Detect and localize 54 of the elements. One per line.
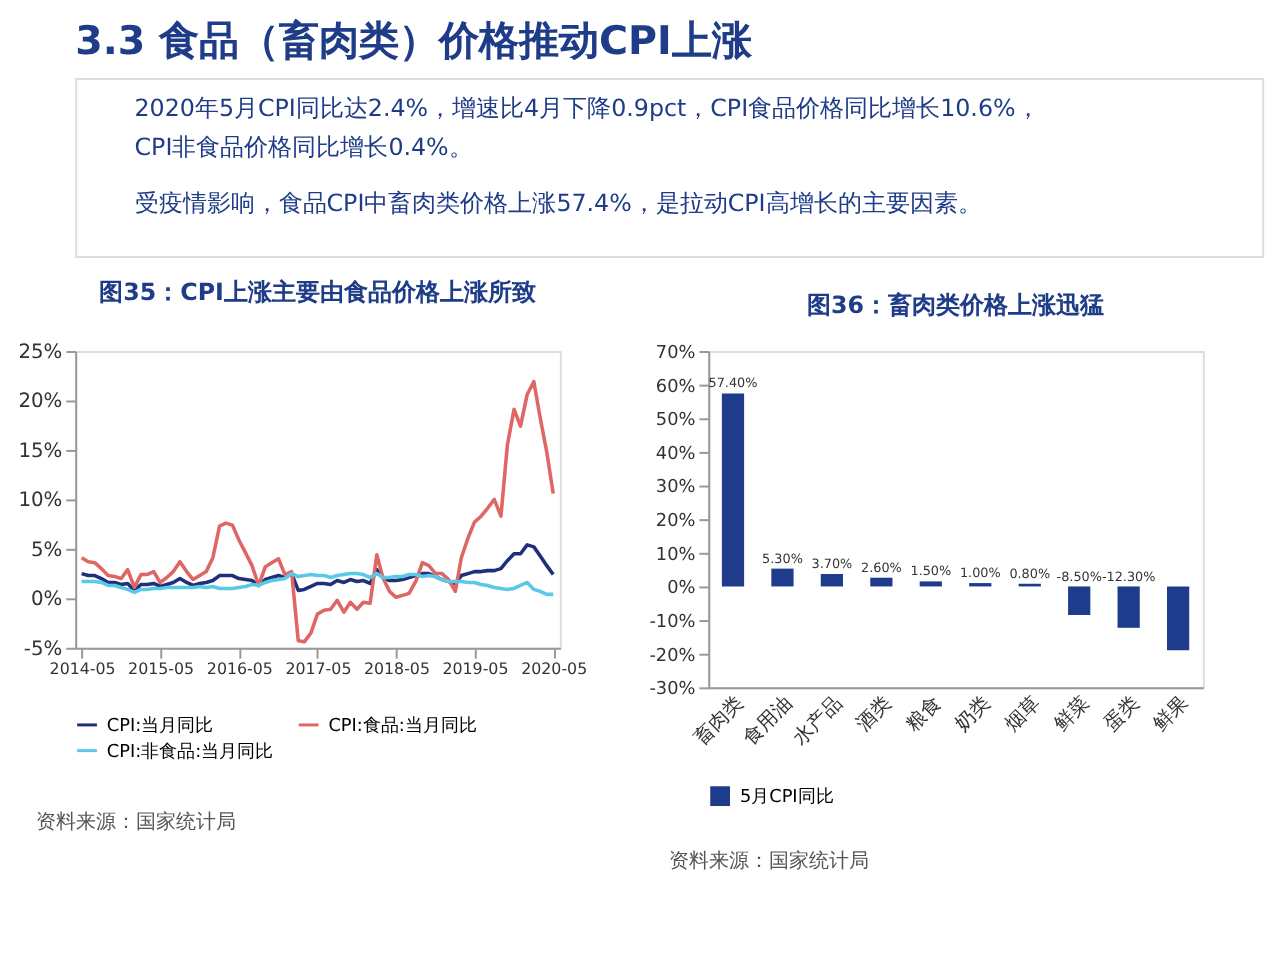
y-tick-label: 30% [655,478,696,499]
bar [870,577,893,587]
y-tick-label: 10% [18,490,63,513]
bar [919,581,942,587]
legend-label: CPI:当月同比 [106,714,214,737]
x-tick-label: 2014-05 [49,660,116,679]
y-tick-label: -10% [649,613,696,633]
y-tick-label: 60% [655,377,696,398]
legend-label: CPI:非食品:当月同比 [106,740,274,763]
line-series [79,379,555,644]
line-series [79,571,555,597]
y-tick-label: 70% [655,343,696,364]
x-tick-label: 2019-05 [442,660,509,679]
x-tick-label: 蛋类 [1098,690,1145,736]
line-series [79,543,555,593]
bar [771,568,794,587]
text: 资料来源：国家统计局 [35,809,236,834]
bar [1068,586,1091,616]
text: 资料来源：国家统计局 [668,849,869,874]
y-tick-label: 20% [18,391,63,414]
text: 受疫情影响，食品CPI中畜肉类价格上涨57.4%，是拉动CPI高增长的主要因素。 [134,188,982,217]
y-tick-label: 50% [655,411,696,432]
x-tick-label: 烟草 [999,690,1046,736]
x-tick-label: 酒类 [851,690,897,736]
y-tick-label: -20% [649,646,696,667]
text: 2020年5月CPI同比达2.4%，增速比4月下降0.9pct，CPI食品价格同比增长10.6%， CPI非食品价格同比增长0.4%。 [134,93,1040,162]
x-tick-label: 2015-05 [128,660,195,679]
x-tick-label: 鲜菜 [1049,690,1095,736]
y-tick-label: 5% [30,539,63,562]
bar [721,393,745,587]
legend-label: CPI:食品:当月同比 [328,714,477,737]
text: 3.3 食品（畜肉类）价格推动CPI上涨 [75,18,754,65]
chart-title: 图35：CPI上涨主要由食品价格上涨所致 [99,277,536,306]
y-tick-label: -5% [23,638,63,661]
x-tick-label: 2020-05 [521,660,588,679]
bar [820,574,844,587]
y-tick-label: 15% [18,440,63,463]
legend-label: 5月CPI同比 [739,786,834,809]
bar [1166,586,1190,651]
y-tick-label: 0% [667,579,696,600]
y-tick-label: 25% [18,341,63,364]
x-tick-label: 2018-05 [363,660,430,679]
x-tick-label: 2016-05 [206,660,273,679]
y-tick-label: 20% [655,512,696,533]
chart-title: 图36：畜肉类价格上涨迅猛 [807,291,1105,320]
y-tick-label: 40% [655,444,696,465]
bar [1117,586,1140,628]
x-tick-label: 2017-05 [285,660,352,679]
x-tick-label: 粮食 [901,690,947,736]
x-tick-label: 鲜果 [1148,690,1194,736]
y-tick-label: -30% [649,680,696,701]
y-tick-label: 10% [655,545,696,566]
y-tick-label: 0% [30,589,63,612]
x-tick-label: 奶类 [950,690,996,736]
